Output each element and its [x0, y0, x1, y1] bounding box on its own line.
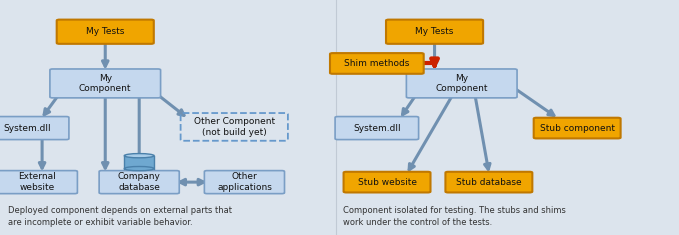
FancyBboxPatch shape: [0, 171, 77, 194]
Text: Other
applications: Other applications: [217, 172, 272, 192]
FancyBboxPatch shape: [0, 117, 69, 140]
Text: My
Component: My Component: [435, 74, 488, 93]
Ellipse shape: [124, 154, 154, 158]
Text: Shim methods: Shim methods: [344, 59, 409, 68]
Text: Stub website: Stub website: [358, 178, 416, 187]
Text: Other Component
(not build yet): Other Component (not build yet): [194, 117, 275, 137]
Text: Company
database: Company database: [117, 172, 161, 192]
FancyBboxPatch shape: [406, 69, 517, 98]
Text: External
website: External website: [18, 172, 56, 192]
Ellipse shape: [124, 167, 154, 171]
FancyBboxPatch shape: [445, 172, 532, 192]
FancyBboxPatch shape: [534, 118, 621, 138]
Text: Stub database: Stub database: [456, 178, 521, 187]
Text: System.dll: System.dll: [3, 124, 51, 133]
FancyBboxPatch shape: [335, 117, 418, 140]
Text: Deployed component depends on external parts that
are incomplete or exhibit vari: Deployed component depends on external p…: [8, 206, 232, 227]
FancyBboxPatch shape: [386, 20, 483, 44]
Bar: [124, 156, 154, 169]
FancyBboxPatch shape: [99, 171, 179, 194]
FancyBboxPatch shape: [56, 20, 153, 44]
Text: System.dll: System.dll: [353, 124, 401, 133]
Text: My
Component: My Component: [79, 74, 132, 93]
FancyBboxPatch shape: [50, 69, 160, 98]
Text: Stub component: Stub component: [540, 124, 614, 133]
Text: My Tests: My Tests: [86, 27, 124, 36]
FancyBboxPatch shape: [344, 172, 430, 192]
FancyBboxPatch shape: [330, 53, 424, 74]
FancyBboxPatch shape: [204, 171, 285, 194]
Text: My Tests: My Tests: [416, 27, 454, 36]
Text: Component isolated for testing. The stubs and shims
work under the control of th: Component isolated for testing. The stub…: [343, 206, 566, 227]
